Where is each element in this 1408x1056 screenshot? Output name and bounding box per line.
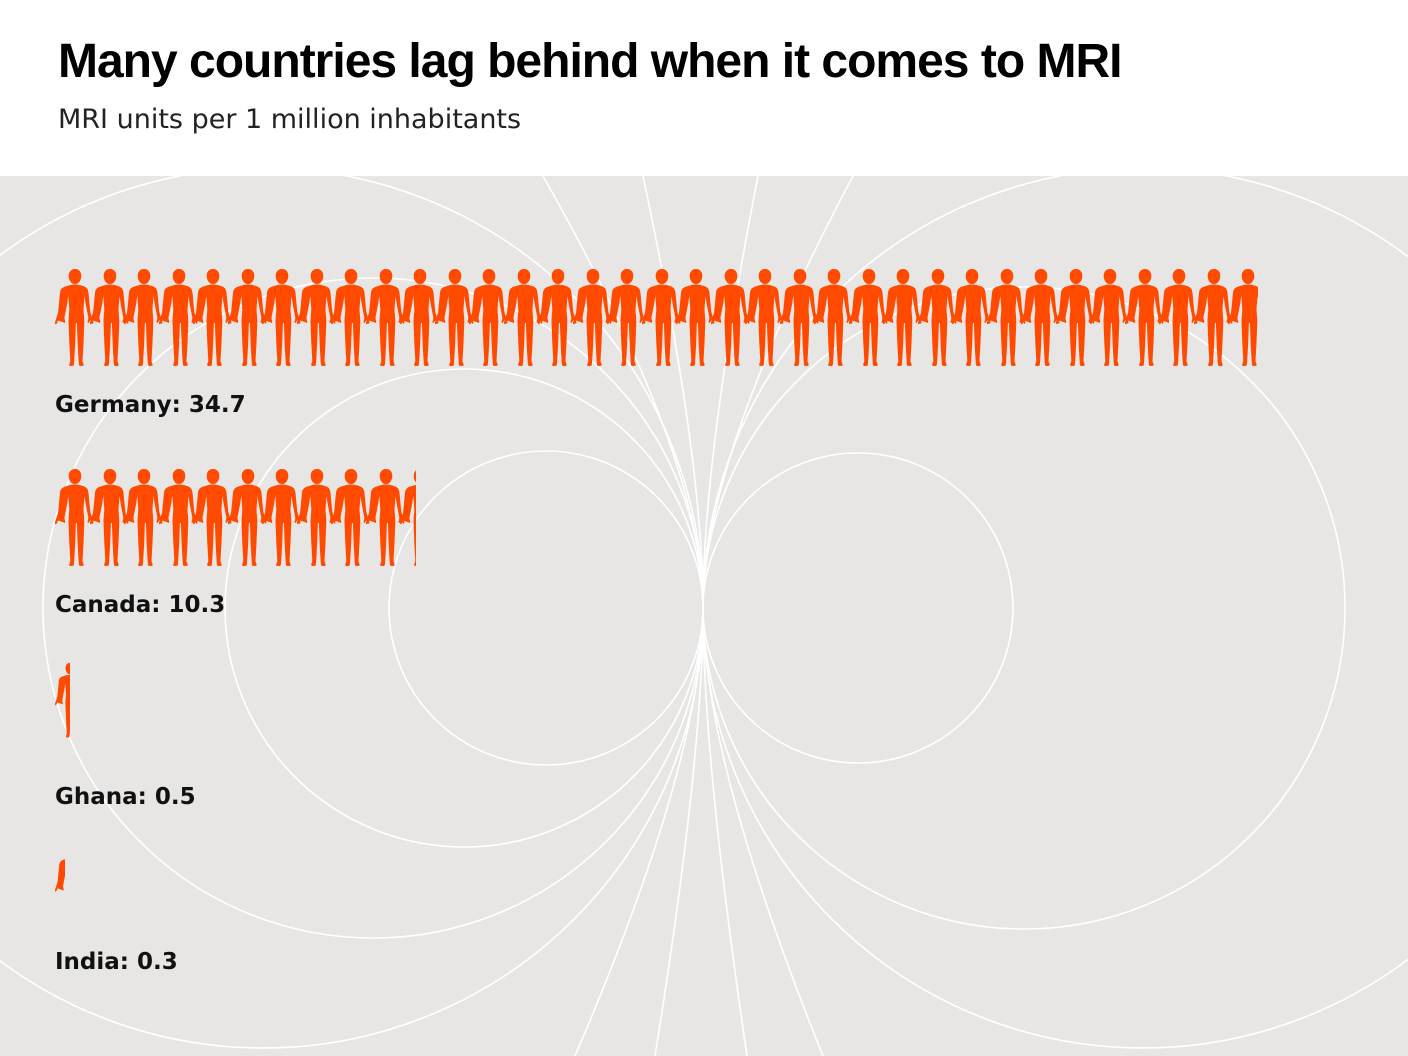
person-icon [400, 469, 416, 567]
person-icons [55, 468, 416, 572]
person-icon [55, 844, 66, 927]
chart-subtitle: MRI units per 1 million inhabitants [58, 104, 522, 135]
data-label-canada: Canada: 10.3 [55, 592, 226, 618]
person-icon [55, 662, 71, 738]
field-line [224, 368, 704, 848]
pictogram-row-canada [55, 468, 416, 572]
pictogram-row-ghana [55, 662, 71, 742]
person-icons [55, 844, 66, 932]
field-line [702, 286, 1346, 930]
field-line [702, 452, 1014, 764]
data-label-ghana: Ghana: 0.5 [55, 784, 196, 810]
data-label-germany: Germany: 34.7 [55, 392, 246, 418]
person-icons [55, 662, 71, 742]
pictogram-row-germany [55, 268, 1258, 372]
data-label-india: India: 0.3 [55, 949, 178, 975]
chart-title: Many countries lag behind when it comes … [58, 35, 1122, 88]
person-icon [1228, 269, 1258, 367]
person-icons [55, 268, 1258, 372]
field-line [388, 450, 704, 766]
chart-panel: Germany: 34.7 Canada: 10.3 Ghana: 0.5 India… [0, 176, 1408, 1056]
pictogram-row-india [55, 844, 66, 932]
